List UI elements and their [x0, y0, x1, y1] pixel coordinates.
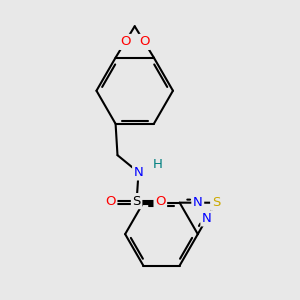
- Text: H: H: [153, 158, 163, 171]
- Text: N: N: [202, 212, 212, 225]
- Text: S: S: [132, 195, 141, 208]
- Text: N: N: [134, 166, 143, 179]
- Text: O: O: [120, 35, 130, 48]
- Text: O: O: [105, 195, 116, 208]
- Text: N: N: [193, 196, 202, 209]
- Text: O: O: [139, 35, 149, 48]
- Text: O: O: [155, 195, 166, 208]
- Text: S: S: [212, 196, 220, 209]
